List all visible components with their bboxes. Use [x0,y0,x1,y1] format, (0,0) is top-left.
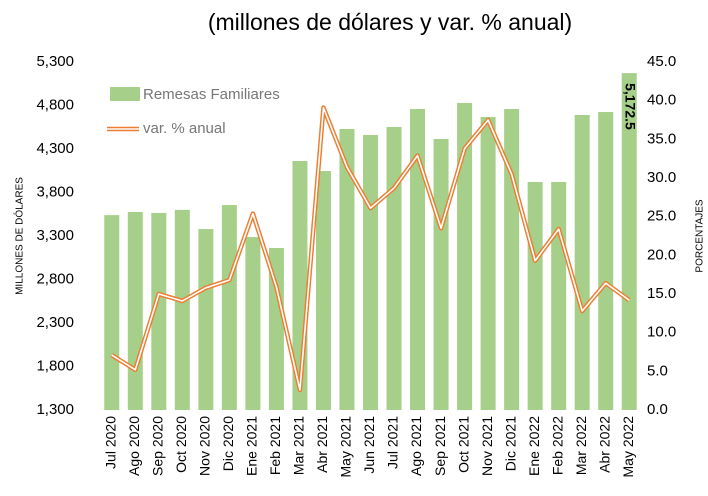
x-tick-label: Sep 2021 [432,416,448,476]
bar [151,212,167,410]
y2-axis-label: PORCENTAJES [695,199,706,272]
bar [386,126,402,410]
y-tick-label: 1,800 [36,357,74,374]
x-tick-label: Nov 2021 [479,416,495,476]
bar [315,171,331,410]
x-tick-label: Jun 2021 [361,416,377,474]
x-tick-label: Oct 2021 [455,416,471,473]
x-tick-label: Ago 2020 [126,416,142,476]
x-tick-label: Ago 2021 [408,416,424,476]
x-tick-label: Mar 2021 [291,416,307,475]
y-tick-label: 3,800 [36,183,74,200]
bar [527,181,543,410]
x-tick-label: Abr 2022 [596,416,612,473]
y-axis-label: MILLONES DE DÓLARES [13,177,26,295]
bar [198,229,214,410]
x-tick-label: Feb 2021 [267,416,283,475]
line-series-inner [111,106,630,391]
x-tick-label: Feb 2022 [549,416,565,475]
legend-label: var. % anual [143,120,226,137]
y-tick-label: 4,300 [36,140,74,157]
bar [574,114,590,410]
bar [551,181,567,410]
bar [433,138,449,410]
y2-tick-label: 25.0 [647,208,676,225]
y-tick-label: 2,300 [36,314,74,331]
x-tick-label: May 2021 [338,416,354,478]
x-tick-label: Ene 2022 [526,416,542,476]
y2-tick-label: 10.0 [647,324,676,341]
bar [268,248,284,410]
bar [504,108,520,410]
bar [598,112,614,411]
y-tick-label: 3,300 [36,227,74,244]
x-tick-label: Dic 2020 [220,416,236,471]
bar [457,102,473,411]
y2-tick-label: 45.0 [647,53,676,70]
y-tick-label: 4,800 [36,96,74,113]
y2-tick-label: 20.0 [647,246,676,263]
y2-tick-label: 35.0 [647,130,676,147]
bar [480,116,496,410]
x-tick-label: Ene 2021 [244,416,260,476]
y-tick-label: 5,300 [36,53,74,70]
x-tick-label: Mar 2022 [573,416,589,475]
y2-tick-label: 0.0 [647,401,668,418]
chart-title: (millones de dólares y var. % anual) [208,9,572,35]
bar [221,205,237,410]
x-tick-label: Oct 2020 [173,416,189,473]
bar [127,211,143,410]
x-tick-label: Dic 2021 [502,416,518,471]
legend-swatch [110,87,140,101]
y2-tick-label: 30.0 [647,169,676,186]
x-tick-label: Nov 2020 [197,416,213,476]
y-tick-label: 2,800 [36,270,74,287]
x-tick-label: Jul 2020 [102,416,118,469]
y-tick-label: 1,300 [36,401,74,418]
y2-tick-label: 40.0 [647,92,676,109]
bar [621,73,637,410]
x-tick-label: Abr 2021 [314,416,330,473]
data-label: 5,172.5 [623,83,639,130]
legend-label: Remesas Familiares [143,86,280,103]
y2-tick-label: 5.0 [647,362,668,379]
y2-tick-label: 15.0 [647,285,676,302]
bar [245,237,261,410]
x-tick-label: Jul 2021 [385,416,401,469]
bar [363,134,378,411]
bar [339,128,355,411]
x-tick-label: May 2022 [620,416,636,478]
bar [104,215,120,410]
bar [410,108,426,410]
x-tick-label: Sep 2020 [150,416,166,476]
bar [174,209,190,410]
